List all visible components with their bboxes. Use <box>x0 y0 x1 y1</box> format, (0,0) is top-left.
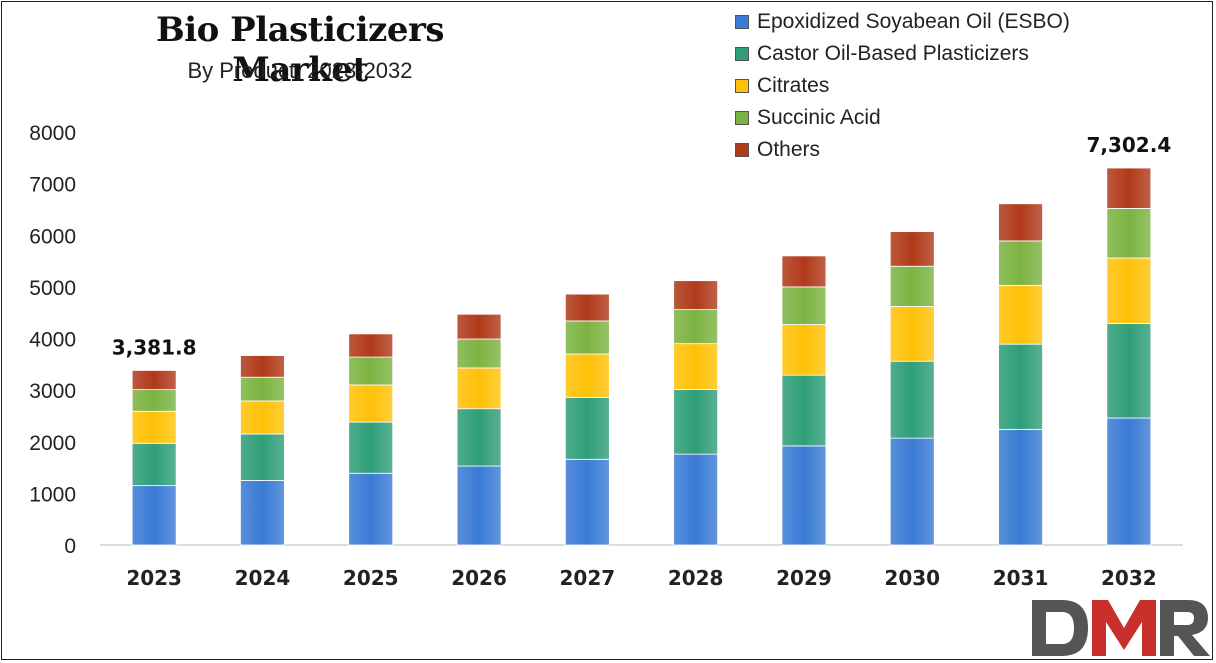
bar-segment <box>348 384 394 423</box>
bar-segment <box>564 320 610 355</box>
bar-segment <box>131 389 177 412</box>
bar-segment <box>998 240 1043 286</box>
bar-segment <box>781 445 827 546</box>
x-tick-label: 2027 <box>560 566 616 590</box>
chart-subtitle: By Product, 2023-2032 <box>187 58 413 83</box>
bar-segment <box>1106 167 1152 209</box>
y-tick-label: 0 <box>64 535 76 558</box>
legend-swatch <box>735 143 749 157</box>
total-data-label: 7,302.4 <box>1086 133 1171 157</box>
bar-segment <box>240 480 285 546</box>
x-tick-label: 2023 <box>126 566 182 590</box>
bar-segment <box>348 472 394 546</box>
bar-segment <box>131 442 177 487</box>
x-tick-label: 2031 <box>993 566 1049 590</box>
x-tick-label: 2025 <box>343 566 399 590</box>
bar-segment <box>781 286 827 325</box>
bar-segment <box>998 428 1043 546</box>
y-tick-label: 3000 <box>29 380 76 403</box>
bar-segment <box>348 421 394 474</box>
y-tick-label: 5000 <box>29 277 76 300</box>
legend-swatch <box>735 79 749 93</box>
bar-segment <box>673 280 719 310</box>
legend-item: Castor Oil-Based Plasticizers <box>735 38 1070 70</box>
bar-segment <box>240 355 285 378</box>
bar-segment <box>240 376 285 402</box>
x-tick-label: 2028 <box>668 566 724 590</box>
x-tick-label: 2030 <box>884 566 940 590</box>
bar-segment <box>456 465 502 546</box>
bar-segment <box>889 231 935 267</box>
bar-segment <box>564 293 610 322</box>
bar-segment <box>673 389 719 455</box>
legend-item: Citrates <box>735 70 1070 102</box>
bar-segment <box>240 400 285 435</box>
bar-segment <box>781 324 827 376</box>
bar-segment <box>673 309 719 345</box>
y-tick-label: 8000 <box>29 122 76 145</box>
bar-segment <box>1106 208 1152 259</box>
bar-segment <box>781 255 827 288</box>
y-tick-label: 6000 <box>29 225 76 248</box>
bar-segment <box>998 343 1043 430</box>
y-tick-label: 4000 <box>29 329 76 352</box>
legend-label: Epoxidized Soyabean Oil (ESBO) <box>757 10 1070 33</box>
legend-label: Citrates <box>757 74 830 97</box>
bar-segment <box>998 284 1043 345</box>
legend-swatch <box>735 15 749 29</box>
legend-swatch <box>735 111 749 125</box>
legend-label: Others <box>757 138 821 161</box>
x-tick-label: 2029 <box>776 566 832 590</box>
bar-segment <box>998 203 1043 242</box>
bar-segment <box>889 265 935 307</box>
bar-segment <box>456 367 502 410</box>
bar-segment <box>889 437 935 546</box>
bar-segment <box>564 396 610 460</box>
legend-item: Succinic Acid <box>735 102 1070 134</box>
bar-segment <box>131 485 177 546</box>
bar-segment <box>781 374 827 447</box>
legend-item: Epoxidized Soyabean Oil (ESBO) <box>735 6 1070 38</box>
bar-segment <box>348 356 394 386</box>
bar-segment <box>1106 417 1152 546</box>
legend: Epoxidized Soyabean Oil (ESBO) Castor Oil… <box>735 6 1070 166</box>
bar-segment <box>1106 323 1152 419</box>
y-tick-label: 7000 <box>29 174 76 197</box>
dmr-logo <box>1032 600 1210 656</box>
y-tick-label: 1000 <box>29 483 76 506</box>
chart-title: Bio Plasticizers Market <box>155 10 445 90</box>
y-tick-label: 2000 <box>29 432 76 455</box>
x-tick-label: 2024 <box>235 566 291 590</box>
legend-item: Others <box>735 134 1070 166</box>
x-tick-label: 2032 <box>1101 566 1157 590</box>
legend-swatch <box>735 47 749 61</box>
bar-segment <box>673 453 719 546</box>
bar-segment <box>456 313 502 340</box>
legend-label: Castor Oil-Based Plasticizers <box>757 42 1029 65</box>
legend-label: Succinic Acid <box>757 106 881 129</box>
bar-segment <box>456 408 502 467</box>
bar-segment <box>240 433 285 481</box>
bar-segment <box>1106 257 1152 324</box>
x-tick-label: 2026 <box>451 566 507 590</box>
bar-segment <box>131 410 177 444</box>
total-data-label: 3,381.8 <box>112 335 197 359</box>
bar-segment <box>889 360 935 439</box>
bar-segment <box>564 458 610 546</box>
bar-segment <box>564 353 610 398</box>
bar-segment <box>673 343 719 391</box>
bar-segment <box>889 306 935 362</box>
bar-segment <box>456 338 502 369</box>
bar-segment <box>348 333 394 358</box>
bar-segment <box>131 370 177 391</box>
